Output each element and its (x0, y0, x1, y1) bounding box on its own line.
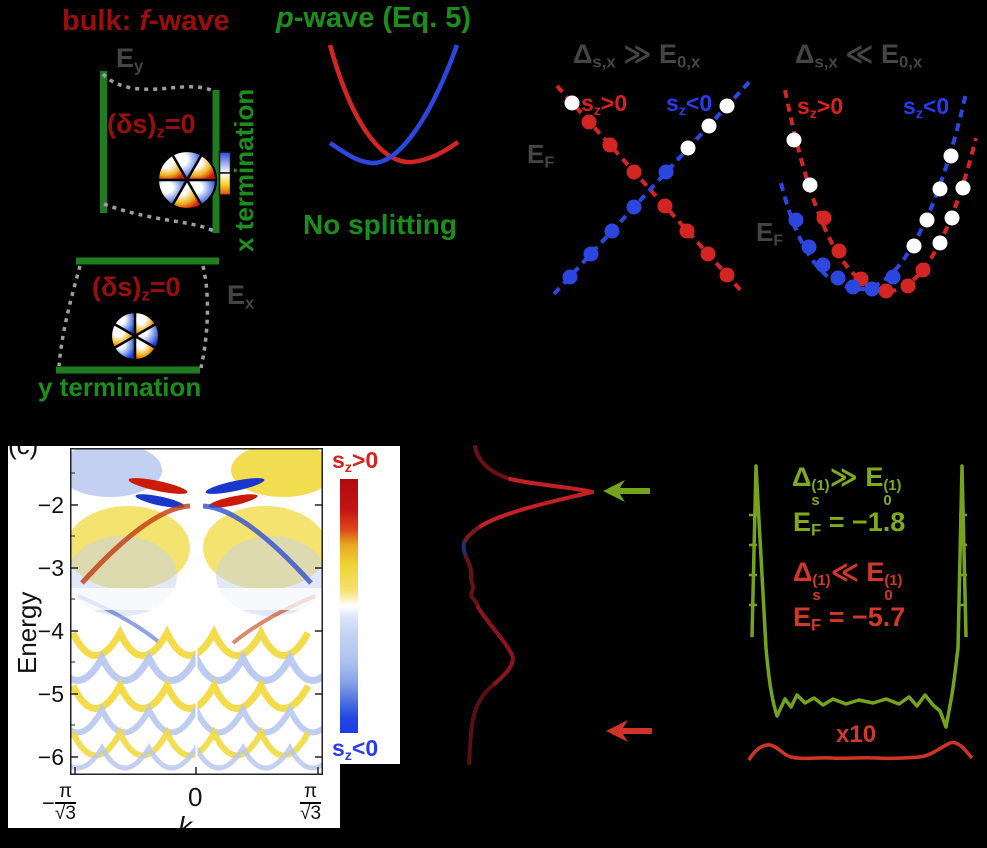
spin-down-parabola (779, 92, 968, 292)
field-label-Ey: Ey (116, 43, 144, 76)
green-arrow (603, 480, 650, 502)
edge-dos-curve (461, 445, 594, 765)
red-fermi-label: EF = −5.7 (793, 602, 906, 635)
pwave-blue-branch (328, 44, 460, 166)
large-gap-branches (552, 78, 753, 296)
x-termination-schematic (100, 71, 232, 234)
fwave-spin-texture-y (109, 310, 161, 362)
mini-colorbar (218, 151, 232, 196)
xtick-zero: 0 (188, 782, 203, 812)
panel-label-c: (c) (8, 446, 38, 459)
spin-down-label-1: sz<0 (666, 90, 713, 119)
small-gap-title: Δs,x ≪ E0,x (795, 39, 923, 72)
fermi-level-label-1: EF (527, 139, 555, 172)
spin-density-label-y: (δs)z=0 (92, 272, 181, 305)
title-bulk-fwave: bulk: f-wave (62, 5, 230, 37)
occupied-states-blue (562, 164, 674, 285)
ytick--5: −5 (37, 681, 64, 707)
field-label-Ex: Ex (227, 280, 255, 313)
dos-red-curve (747, 740, 974, 761)
ytick--3: −3 (37, 555, 64, 581)
spin-up-label-1: sz>0 (581, 90, 628, 119)
empty-states-red (786, 132, 971, 251)
colorbar-top-label: sz>0 (332, 447, 379, 476)
title-pwave: p-wave (Eq. 5) (276, 2, 471, 34)
spin-density-label-x: (δs)z=0 (107, 109, 196, 142)
large-gap-title: Δs,x ≫ E0,x (573, 39, 701, 72)
fermi-level-label-2: EF (756, 217, 784, 250)
dos-blue-segment (461, 541, 468, 559)
green-fermi-label: EF = −1.8 (793, 507, 906, 540)
pwave-red-branch (327, 44, 460, 165)
empty-states-blue-branch (680, 98, 735, 156)
colorbar-bottom-label: sz<0 (332, 735, 379, 764)
xtick-pos-pi-sqrt3: π √3 (300, 781, 322, 824)
occupied-states-red (816, 210, 931, 299)
y-termination-label: y termination (38, 372, 202, 402)
dashed-boundary-left (57, 265, 82, 367)
dashed-boundary-right (199, 265, 210, 369)
no-splitting-caption: No splitting (303, 209, 457, 240)
occupied-states-red (581, 114, 735, 283)
scale-factor-label: x10 (836, 721, 877, 748)
green-condition-label: Δ (1) s ≫ E (1) 0 (792, 462, 902, 509)
spectral-heatmap (70, 448, 323, 775)
empty-states-blue (906, 148, 959, 254)
dashed-boundary-bottom (103, 202, 217, 234)
ytick--6: −6 (37, 744, 64, 770)
occupied-states-blue (788, 212, 901, 297)
y-termination-schematic (56, 257, 219, 374)
xtick-neg-pi-sqrt3: − π √3 (42, 781, 76, 824)
spectral-plot-panel: (c) Energy (8, 446, 340, 828)
ytick--4: −4 (37, 618, 64, 644)
dos-green-ticks (749, 513, 967, 607)
small-gap-parabolas (779, 89, 978, 299)
dos-green-curve (750, 464, 968, 729)
xaxis-label-ky: ky (178, 811, 201, 828)
spin-colorbar (340, 479, 358, 733)
spin-colorbar-panel: sz>0 sz<0 (323, 446, 400, 764)
ytick--2: −2 (37, 492, 64, 518)
red-arrow (606, 720, 652, 742)
spin-up-label-2: sz>0 (797, 93, 844, 122)
spin-down-label-2: sz<0 (903, 93, 950, 122)
x-termination-label: x termination (229, 88, 259, 252)
fwave-spin-texture-x (156, 149, 218, 211)
pwave-dispersion (327, 44, 460, 166)
dashed-boundary-top (101, 72, 216, 94)
red-condition-label: Δ (1) s ≪ E (1) 0 (793, 557, 903, 604)
empty-state (564, 95, 580, 111)
